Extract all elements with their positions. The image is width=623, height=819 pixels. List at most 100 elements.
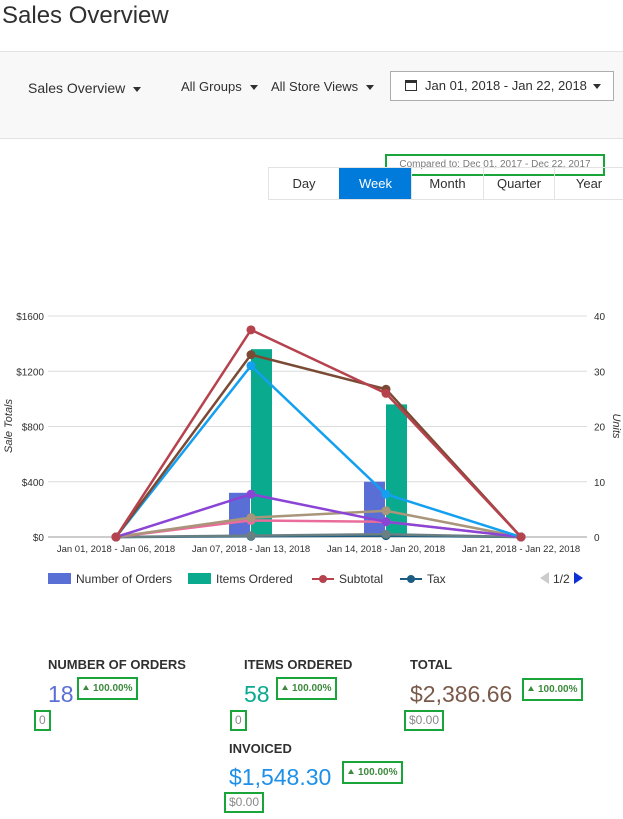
series-line bbox=[115, 532, 522, 539]
y-right-axis-title: Units bbox=[610, 413, 622, 439]
sales-overview-dropdown-label: Sales Overview bbox=[28, 80, 126, 96]
legend-label: Items Ordered bbox=[216, 572, 293, 586]
tab-year-label: Year bbox=[575, 176, 603, 191]
page-title: Sales Overview bbox=[2, 2, 169, 29]
legend-pager: 1/2 bbox=[540, 572, 583, 586]
y-right-tick-label: 10 bbox=[594, 478, 606, 489]
grand-total-change-value: 100.00% bbox=[538, 684, 578, 695]
orders-change-badge: 100.00% bbox=[77, 677, 139, 700]
compared-to-label: Compared to: Dec 01, 2017 - Dec 22, 2017 bbox=[385, 154, 605, 176]
legend-item-subtotal[interactable]: Subtotal bbox=[312, 572, 383, 586]
tab-quarter-label: Quarter bbox=[496, 176, 542, 191]
x-tick-label: Jan 14, 2018 - Jan 20, 2018 bbox=[327, 544, 445, 555]
bar bbox=[386, 404, 407, 537]
legend-page-label: 1/2 bbox=[553, 572, 570, 586]
invoiced-change-badge: 100.00% bbox=[342, 761, 404, 784]
y-right-tick-label: 30 bbox=[594, 367, 606, 378]
legend-item-orders[interactable]: Number of Orders bbox=[48, 572, 172, 586]
data-point bbox=[246, 513, 256, 523]
invoiced-change-value: 100.00% bbox=[358, 767, 398, 778]
y-tick-label: $1600 bbox=[16, 312, 44, 323]
calendar-icon bbox=[405, 80, 417, 91]
y-axis-title: Sale Totals bbox=[3, 398, 15, 453]
orders-previous-value: 0 bbox=[34, 710, 51, 731]
store-views-dropdown-label: All Store Views bbox=[271, 79, 359, 94]
tab-day[interactable]: Day bbox=[268, 168, 339, 199]
legend-item-tax[interactable]: Tax bbox=[400, 572, 446, 586]
tab-day-label: Day bbox=[292, 176, 316, 191]
chart-legend: Number of Orders Items Ordered Subtotal … bbox=[0, 572, 623, 588]
bar bbox=[229, 492, 250, 537]
tab-week-label: Week bbox=[359, 176, 392, 191]
legend-label: Tax bbox=[427, 572, 446, 586]
date-range-label: Jan 01, 2018 - Jan 22, 2018 bbox=[425, 78, 587, 93]
groups-dropdown-label: All Groups bbox=[181, 79, 242, 94]
series-line bbox=[115, 363, 522, 539]
invoiced-total-label: INVOICED bbox=[229, 741, 292, 756]
sales-chart: $0 $400 $800 $1200 $1600 0 10 20 30 40 Sale Totals… bbox=[3, 312, 622, 555]
grand-total-previous-value: $0.00 bbox=[404, 710, 445, 731]
x-tick-label: Jan 07, 2018 - Jan 13, 2018 bbox=[192, 544, 310, 555]
data-point bbox=[381, 529, 391, 539]
arrow-right-icon[interactable] bbox=[573, 572, 583, 584]
chevron-down-icon bbox=[593, 84, 601, 89]
legend-swatch bbox=[400, 573, 422, 584]
groups-dropdown[interactable]: All Groups bbox=[181, 79, 258, 94]
items-ordered-change-badge: 100.00% bbox=[276, 677, 338, 700]
data-point bbox=[381, 517, 391, 527]
legend-swatch bbox=[312, 573, 334, 584]
orders-change-value: 100.00% bbox=[93, 683, 133, 694]
tab-month[interactable]: Month bbox=[411, 168, 483, 199]
bar bbox=[251, 349, 272, 537]
arrow-left-icon[interactable] bbox=[540, 572, 549, 584]
x-tick-label: Jan 01, 2018 - Jan 06, 2018 bbox=[57, 544, 175, 555]
date-range-picker[interactable]: Jan 01, 2018 - Jan 22, 2018 bbox=[390, 71, 614, 101]
grand-total-change-badge: 100.00% bbox=[522, 678, 584, 701]
grand-total-value: $2,386.66 bbox=[410, 681, 513, 707]
chevron-down-icon bbox=[133, 86, 142, 92]
series-line bbox=[115, 492, 522, 539]
data-point bbox=[381, 489, 391, 499]
store-views-dropdown[interactable]: All Store Views bbox=[271, 79, 375, 94]
y-tick-label: $1200 bbox=[16, 367, 44, 378]
data-point bbox=[246, 350, 256, 360]
legend-item-items-ordered[interactable]: Items Ordered bbox=[188, 572, 293, 586]
invoiced-total-value: $1,548.30 bbox=[229, 764, 332, 790]
y-tick-label: $0 bbox=[33, 533, 45, 544]
grand-total-label: TOTAL bbox=[410, 657, 453, 672]
items-ordered-total-value: 58 bbox=[244, 681, 270, 707]
chevron-down-icon bbox=[366, 85, 375, 91]
arrow-up-icon bbox=[282, 685, 288, 690]
arrow-up-icon bbox=[348, 769, 354, 774]
tab-week[interactable]: Week bbox=[339, 168, 411, 199]
sales-overview-dropdown[interactable]: Sales Overview bbox=[28, 80, 142, 96]
items-ordered-change-value: 100.00% bbox=[292, 683, 332, 694]
x-tick-label: Jan 21, 2018 - Jan 22, 2018 bbox=[462, 544, 580, 555]
tab-year[interactable]: Year bbox=[554, 168, 623, 199]
y-right-tick-label: 40 bbox=[594, 312, 606, 323]
invoiced-previous-value: $0.00 bbox=[224, 792, 265, 813]
data-point bbox=[381, 388, 391, 398]
bar bbox=[364, 481, 385, 537]
period-tabs: Day Week Month Quarter Year bbox=[268, 167, 623, 200]
arrow-up-icon bbox=[528, 686, 534, 691]
y-right-tick-label: 20 bbox=[594, 423, 606, 434]
data-point bbox=[246, 489, 256, 499]
legend-swatch bbox=[48, 573, 71, 584]
y-right-tick-label: 0 bbox=[594, 533, 600, 544]
items-ordered-total-label: ITEMS ORDERED bbox=[244, 657, 353, 672]
data-point bbox=[111, 532, 121, 542]
y-tick-label: $400 bbox=[22, 478, 45, 489]
data-point bbox=[246, 361, 256, 371]
legend-swatch bbox=[188, 573, 211, 584]
filter-bar: Sales Overview All Groups All Store View… bbox=[0, 51, 623, 176]
data-point bbox=[246, 325, 256, 335]
data-point bbox=[516, 532, 526, 542]
legend-label: Subtotal bbox=[339, 572, 384, 586]
arrow-up-icon bbox=[83, 685, 89, 690]
data-point bbox=[381, 506, 391, 516]
chevron-down-icon bbox=[249, 85, 258, 91]
items-ordered-previous-value: 0 bbox=[230, 710, 247, 731]
y-tick-label: $800 bbox=[22, 423, 45, 434]
tab-quarter[interactable]: Quarter bbox=[483, 168, 554, 199]
